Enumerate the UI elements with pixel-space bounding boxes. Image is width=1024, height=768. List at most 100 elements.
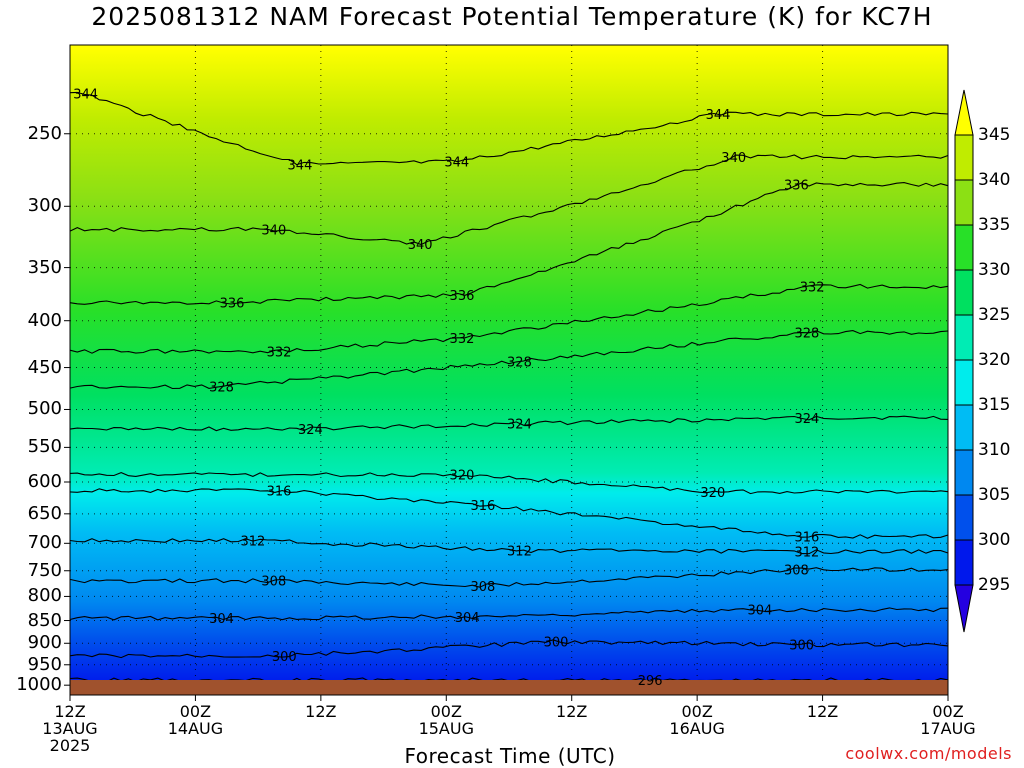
contour-label: 308 (470, 580, 495, 595)
credit-link[interactable]: coolwx.com/models (845, 744, 1012, 763)
x-tick-label: 00Z 15AUG (401, 703, 491, 737)
contour-label: 312 (507, 545, 532, 560)
contour-label: 304 (209, 612, 234, 627)
y-tick-label: 650 (27, 502, 62, 524)
colorbar-box (954, 449, 974, 496)
x-tick-label: 12Z 13AUG 2025 (25, 703, 115, 754)
x-tick-label-line: 12Z (54, 702, 86, 721)
colorbar-box (954, 134, 974, 181)
colorbar-tick-label: 325 (978, 305, 1011, 325)
isentrope-340 (69, 154, 949, 246)
x-tick-label-line: 16AUG (669, 719, 725, 738)
contour-label: 340 (261, 223, 286, 238)
colorbar-box (954, 314, 974, 361)
contour-label: 324 (507, 418, 532, 433)
contour-labels: 344 344 344 344 340 340 340 336 336 336 332 332 332 3… (73, 88, 825, 689)
contour-label: 344 (444, 155, 469, 170)
contour-label: 312 (794, 546, 819, 561)
contour-label: 344 (706, 108, 731, 123)
contour-label: 304 (747, 604, 772, 619)
x-axis-label: Forecast Time (UTC) (404, 744, 616, 768)
colorbar-min-arrow (954, 584, 974, 633)
y-tick-label: 950 (27, 653, 62, 675)
colorbar-tick-label: 345 (978, 125, 1011, 145)
contour-label: 300 (789, 639, 814, 654)
contour-label: 308 (784, 564, 809, 579)
x-tick-label-line: 17AUG (920, 719, 976, 738)
contour-label: 304 (455, 611, 480, 626)
x-tick-label: 12Z (527, 703, 617, 720)
contour-label: 324 (794, 412, 819, 427)
contour-label: 336 (784, 178, 809, 193)
colorbar-tick-label: 310 (978, 440, 1011, 460)
contour-label: 316 (470, 499, 495, 514)
y-tick-label: 500 (27, 398, 62, 420)
contour-label: 328 (507, 355, 532, 370)
x-tick-label-line: 13AUG (42, 719, 98, 738)
contour-label: 340 (408, 238, 433, 253)
x-tick-label-line: 2025 (49, 736, 91, 755)
isentrope-324 (69, 415, 949, 432)
y-tick-label: 800 (27, 585, 62, 607)
contour-label: 328 (794, 326, 819, 341)
contour-label: 328 (209, 381, 234, 396)
colorbar-box (954, 494, 974, 541)
colorbar-tick-label: 335 (978, 215, 1011, 235)
contour-label: 344 (288, 158, 313, 173)
isentrope-300 (69, 639, 949, 659)
plot-area: 344 344 344 344 340 340 340 336 336 336 332 332 332 3… (64, 44, 949, 701)
isentrope-304 (69, 607, 949, 621)
y-tick-label: 250 (27, 122, 62, 144)
y-tick-label: 600 (27, 470, 62, 492)
ground-layer (70, 680, 948, 695)
x-tick-label-line: 12Z (305, 702, 337, 721)
contour-label: 300 (272, 650, 297, 665)
isentrope-332 (69, 283, 949, 354)
colorbar-tick-label: 340 (978, 170, 1011, 190)
colorbar-tick-label: 300 (978, 530, 1011, 550)
colorbar-tick-label: 315 (978, 395, 1011, 415)
y-tick-label: 850 (27, 609, 62, 631)
y-tick-label: 750 (27, 559, 62, 581)
chart-title: 2025081312 NAM Forecast Potential Temper… (91, 2, 933, 31)
isentrope-328 (69, 330, 949, 390)
contour-label: 300 (544, 635, 569, 650)
contour-label: 336 (220, 296, 245, 311)
y-tick-label: 900 (27, 632, 62, 654)
x-tick-label-line: 12Z (556, 702, 588, 721)
contour-label: 340 (721, 151, 746, 166)
x-tick-label: 12Z (276, 703, 366, 720)
contour-label: 320 (700, 486, 725, 501)
y-tick-label: 450 (27, 356, 62, 378)
y-tick-label: 1000 (16, 674, 62, 696)
x-tick-label: 00Z 17AUG (903, 703, 993, 737)
x-tick-label-line: 00Z (681, 702, 713, 721)
contour-label: 312 (241, 534, 266, 549)
x-tick-label: 00Z 14AUG (150, 703, 240, 737)
isentrope-308 (69, 567, 949, 588)
x-tick-label-line: 15AUG (418, 719, 474, 738)
colorbar-tick-label: 295 (978, 575, 1011, 595)
y-tick-label: 350 (27, 256, 62, 278)
y-tick-label: 300 (27, 195, 62, 217)
x-tick-label: 12Z (778, 703, 868, 720)
colorbar-box (954, 359, 974, 406)
contour-label: 296 (638, 674, 663, 689)
isentrope-336 (69, 182, 949, 305)
colorbar-tick-label: 330 (978, 260, 1011, 280)
contour-label: 332 (800, 280, 825, 295)
axis-ticks (64, 133, 949, 701)
contour-label: 332 (267, 345, 292, 360)
x-tick-label: 00Z 16AUG (652, 703, 742, 737)
contour-label: 308 (261, 575, 286, 590)
x-tick-label-line: 12Z (806, 702, 839, 721)
contour-label: 324 (298, 423, 323, 438)
y-tick-label: 550 (27, 436, 62, 458)
colorbar-box (954, 539, 974, 586)
colorbar-box (954, 269, 974, 316)
x-tick-label-line: 14AUG (167, 719, 224, 738)
contour-label: 344 (73, 88, 98, 103)
isentrope-344 (69, 91, 949, 166)
isentrope-316 (69, 488, 949, 539)
